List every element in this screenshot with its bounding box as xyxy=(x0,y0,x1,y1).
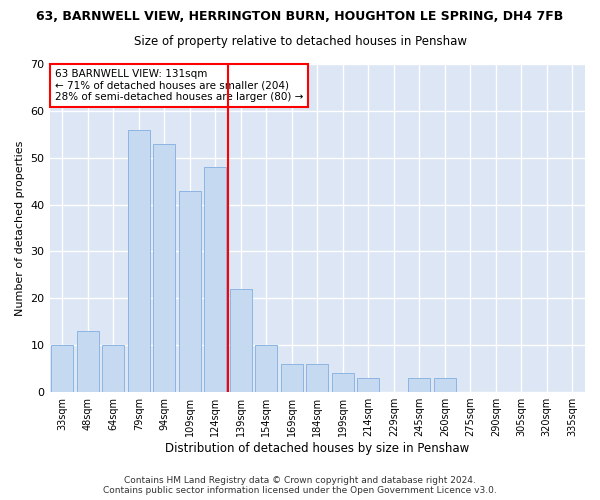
Bar xyxy=(256,345,277,392)
Bar xyxy=(128,130,149,392)
Bar xyxy=(154,144,175,392)
Bar xyxy=(307,364,328,392)
Text: 63 BARNWELL VIEW: 131sqm
← 71% of detached houses are smaller (204)
28% of semi-: 63 BARNWELL VIEW: 131sqm ← 71% of detach… xyxy=(55,69,303,102)
Bar xyxy=(179,190,200,392)
Bar xyxy=(409,378,430,392)
Text: Contains HM Land Registry data © Crown copyright and database right 2024.
Contai: Contains HM Land Registry data © Crown c… xyxy=(103,476,497,495)
Bar xyxy=(77,331,98,392)
Bar xyxy=(281,364,302,392)
Bar xyxy=(434,378,455,392)
X-axis label: Distribution of detached houses by size in Penshaw: Distribution of detached houses by size … xyxy=(165,442,469,455)
Bar xyxy=(230,289,251,392)
Bar xyxy=(103,345,124,392)
Bar xyxy=(358,378,379,392)
Bar xyxy=(52,345,73,392)
Text: Size of property relative to detached houses in Penshaw: Size of property relative to detached ho… xyxy=(133,35,467,48)
Text: 63, BARNWELL VIEW, HERRINGTON BURN, HOUGHTON LE SPRING, DH4 7FB: 63, BARNWELL VIEW, HERRINGTON BURN, HOUG… xyxy=(37,10,563,23)
Bar xyxy=(332,374,353,392)
Y-axis label: Number of detached properties: Number of detached properties xyxy=(15,140,25,316)
Bar xyxy=(205,167,226,392)
